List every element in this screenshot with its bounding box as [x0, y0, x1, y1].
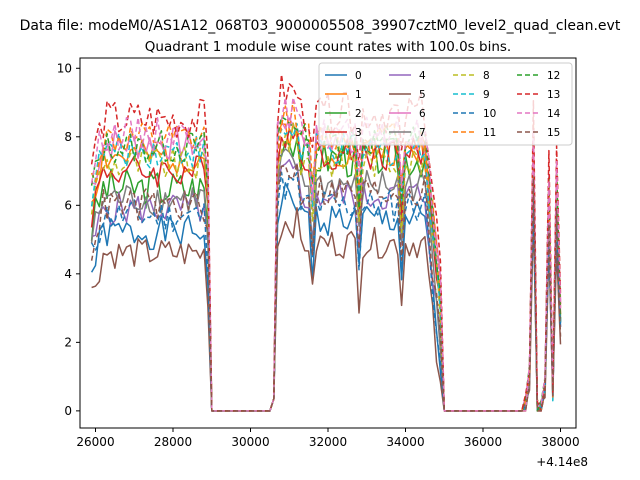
legend-label-5: 5 [419, 89, 426, 101]
series-line-1 [90, 122, 562, 412]
legend-label-8: 8 [483, 70, 490, 82]
x-offset-label: +4.14e8 [536, 455, 588, 469]
y-tick-label: 6 [64, 198, 72, 212]
x-tick-label: 32000 [309, 435, 347, 449]
series-line-14 [90, 96, 562, 412]
legend-label-0: 0 [355, 70, 362, 82]
figure-suptitle: Data file: modeM0/AS1A12_068T03_90000055… [20, 18, 621, 34]
series-line-12 [90, 116, 562, 412]
legend-label-2: 2 [355, 108, 362, 120]
legend-label-7: 7 [419, 127, 426, 139]
legend-label-1: 1 [355, 89, 362, 101]
series-line-3 [90, 128, 562, 412]
series-line-15 [90, 162, 562, 412]
y-axis: 0 2 4 6 8 10 [57, 61, 80, 418]
chart-title: Quadrant 1 module wise count rates with … [145, 39, 511, 55]
y-tick-label: 10 [57, 61, 72, 75]
x-tick-label: 38000 [541, 435, 579, 449]
legend-label-11: 11 [483, 127, 496, 139]
plot-lines [90, 73, 562, 412]
legend-label-3: 3 [355, 127, 362, 139]
legend-label-12: 12 [547, 70, 560, 82]
series-line-5 [91, 206, 562, 412]
legend-label-4: 4 [419, 70, 426, 82]
legend-label-9: 9 [483, 89, 490, 101]
x-tick-label: 36000 [464, 435, 502, 449]
legend-label-10: 10 [483, 108, 496, 120]
legend-label-13: 13 [547, 89, 560, 101]
series-line-11 [90, 99, 562, 412]
series-line-9 [90, 123, 562, 412]
y-tick-label: 2 [64, 335, 72, 349]
y-tick-label: 4 [64, 267, 72, 281]
series-line-4 [91, 158, 562, 412]
legend-box [318, 62, 573, 146]
series-line-2 [90, 137, 562, 412]
x-tick-label: 28000 [154, 435, 192, 449]
x-tick-label: 26000 [76, 435, 114, 449]
y-tick-label: 8 [64, 130, 72, 144]
series-line-8 [90, 122, 562, 412]
y-tick-label: 0 [64, 404, 72, 418]
legend-label-14: 14 [547, 108, 561, 120]
series-line-7 [90, 148, 562, 412]
series-line-10 [90, 171, 562, 412]
x-tick-label: 34000 [386, 435, 424, 449]
legend-label-6: 6 [419, 108, 426, 120]
x-axis: 26000 28000 30000 32000 34000 36000 38000 [76, 428, 580, 449]
legend-label-15: 15 [547, 127, 560, 139]
x-tick-label: 30000 [231, 435, 269, 449]
